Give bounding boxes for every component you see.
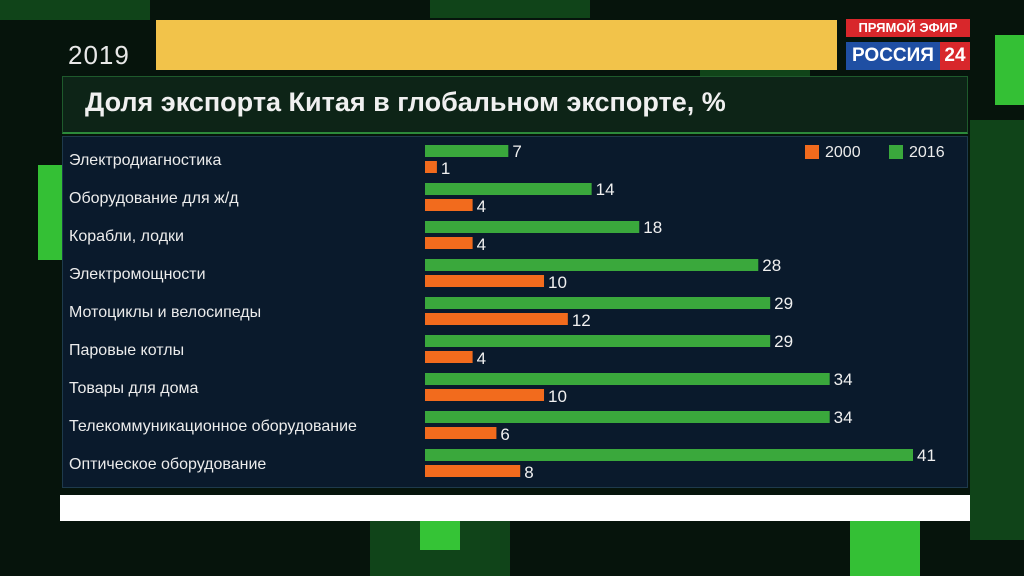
bar-2016-row-8 <box>425 411 830 423</box>
bar-2000-row-2 <box>425 199 473 211</box>
bar-2000-row-9 <box>425 465 521 477</box>
background-block <box>420 520 460 550</box>
legend-label-2000: 2000 <box>825 144 861 161</box>
bar-2000-row-7 <box>425 389 545 401</box>
category-label-row-3: Корабли, лодки <box>69 228 184 245</box>
value-label-2000-row-1: 1 <box>441 159 450 178</box>
category-label-row-2: Оборудование для ж/д <box>69 190 239 207</box>
value-label-2016-row-4: 28 <box>762 256 781 275</box>
year-label: 2019 <box>68 40 130 70</box>
background-block <box>995 35 1024 105</box>
background-block <box>430 0 590 18</box>
headline-bar <box>156 20 837 70</box>
category-label-row-8: Телекоммуникационное оборудование <box>69 418 357 435</box>
value-label-2000-row-2: 4 <box>477 197 486 216</box>
bar-2000-row-1 <box>425 161 437 173</box>
bar-2016-row-3 <box>425 221 640 233</box>
bar-2000-row-4 <box>425 275 545 287</box>
category-label-row-4: Электромощности <box>69 266 206 283</box>
bar-chart: Электродиагностика 7 1 Оборудование для ж/д… <box>69 142 945 482</box>
title-panel: Доля экспорта Китая в глобальном экспорт… <box>62 76 968 134</box>
live-badge: ПРЯМОЙ ЭФИР <box>846 19 970 37</box>
bar-2000-row-6 <box>425 351 473 363</box>
ticker-strip <box>60 495 970 521</box>
value-label-2016-row-5: 29 <box>774 294 793 313</box>
value-label-2016-row-1: 7 <box>512 142 521 161</box>
category-label-row-6: Паровые котлы <box>69 342 184 359</box>
bar-2016-row-2 <box>425 183 592 195</box>
value-label-2000-row-4: 10 <box>548 273 567 292</box>
channel-logo: РОССИЯ 24 <box>846 42 970 70</box>
legend-swatch-2000 <box>805 145 819 159</box>
bar-2016-row-4 <box>425 259 759 271</box>
legend-label-2016: 2016 <box>909 144 945 161</box>
bar-2000-row-5 <box>425 313 568 325</box>
value-label-2016-row-9: 41 <box>917 446 936 465</box>
category-label-row-5: Мотоциклы и велосипеды <box>69 304 261 321</box>
value-label-2000-row-6: 4 <box>477 349 486 368</box>
background-block <box>0 0 150 20</box>
legend-swatch-2016 <box>889 145 903 159</box>
value-label-2016-row-3: 18 <box>643 218 662 237</box>
bar-2016-row-9 <box>425 449 913 461</box>
value-label-2016-row-2: 14 <box>596 180 615 199</box>
category-label-row-9: Оптическое оборудование <box>69 456 266 473</box>
value-label-2016-row-8: 34 <box>834 408 853 427</box>
bar-2016-row-7 <box>425 373 830 385</box>
bar-2000-row-3 <box>425 237 473 249</box>
value-label-2000-row-8: 6 <box>500 425 509 444</box>
chart-title: Доля экспорта Китая в глобальном экспорт… <box>85 87 726 117</box>
category-label-row-7: Товары для дома <box>69 380 199 397</box>
background-block <box>970 120 1024 540</box>
chart-panel: Электродиагностика 7 1 Оборудование для ж/д… <box>62 136 968 488</box>
value-label-2000-row-9: 8 <box>524 463 533 482</box>
bar-2000-row-8 <box>425 427 497 439</box>
bar-2016-row-5 <box>425 297 771 309</box>
background-block <box>38 165 62 260</box>
category-label-row-1: Электродиагностика <box>69 152 222 169</box>
bar-2016-row-1 <box>425 145 509 157</box>
bar-2016-row-6 <box>425 335 771 347</box>
channel-number: 24 <box>940 42 970 70</box>
value-label-2000-row-7: 10 <box>548 387 567 406</box>
value-label-2000-row-3: 4 <box>477 235 486 254</box>
background-block <box>850 520 920 576</box>
value-label-2016-row-6: 29 <box>774 332 793 351</box>
value-label-2000-row-5: 12 <box>572 311 591 330</box>
channel-name: РОССИЯ <box>852 45 934 66</box>
value-label-2016-row-7: 34 <box>834 370 853 389</box>
